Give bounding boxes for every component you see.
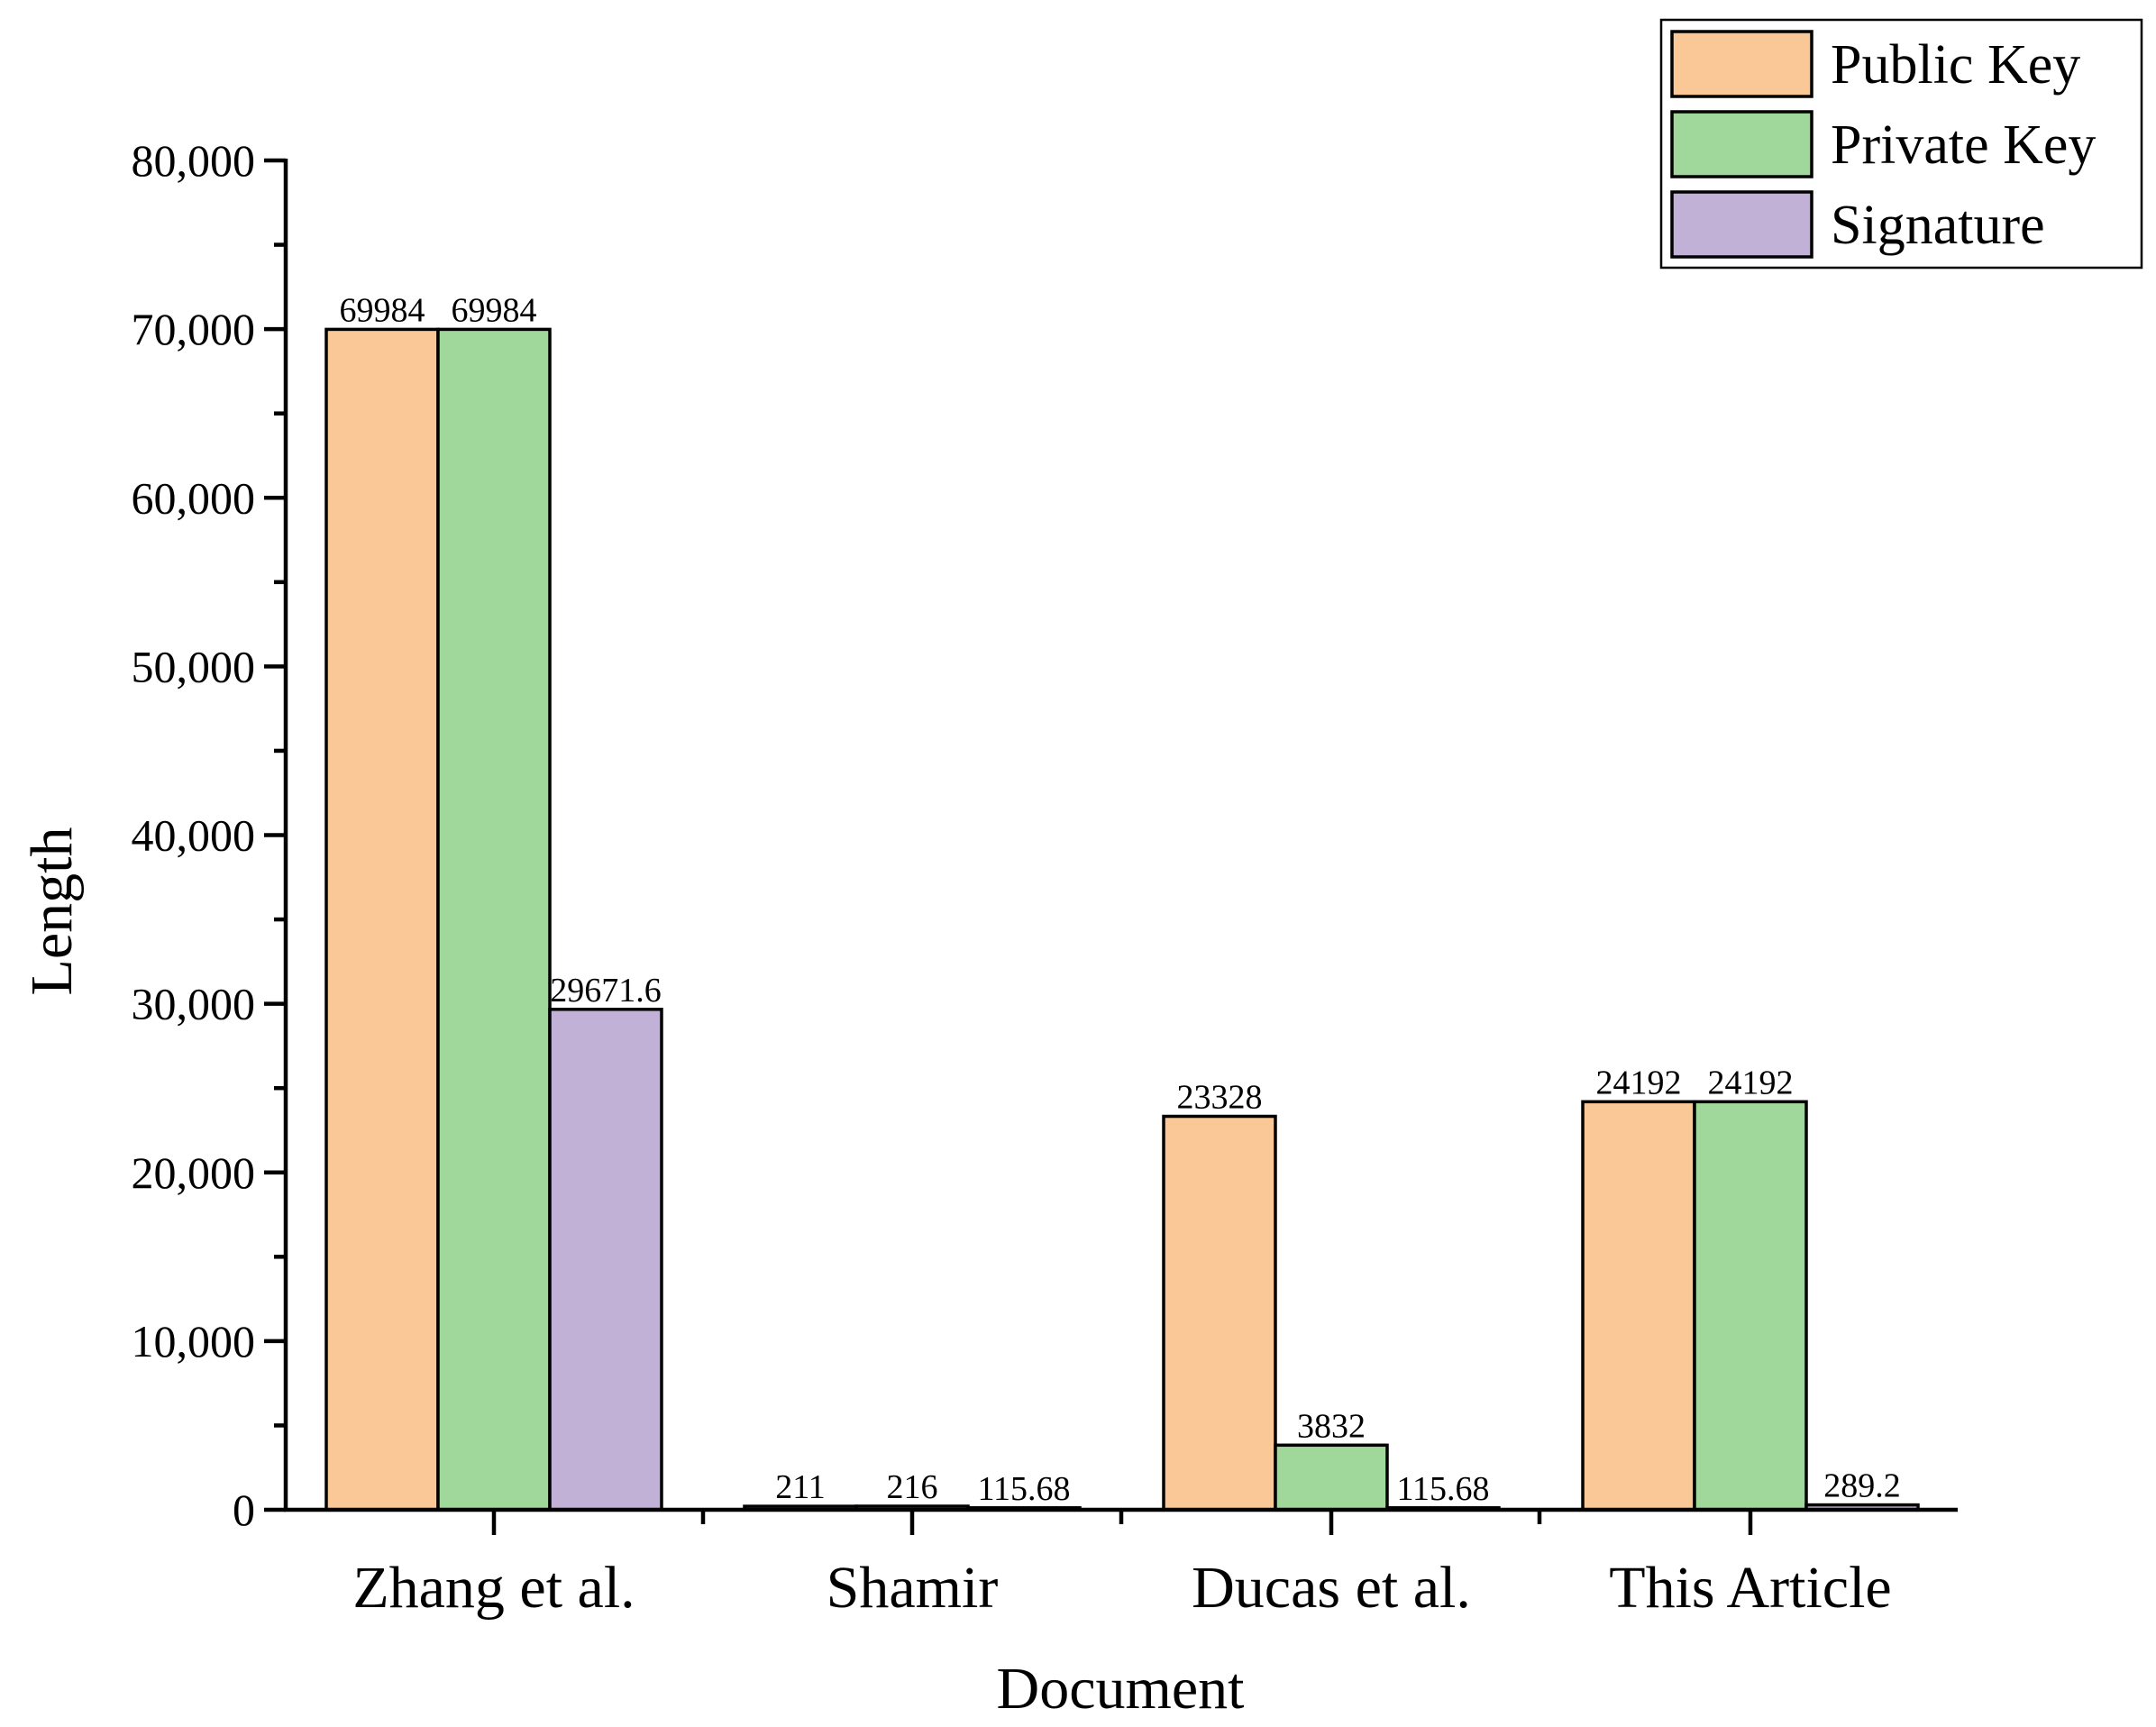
data-label-signature-0: 29671.6 xyxy=(550,972,662,1010)
x-tick-label-3: This Article xyxy=(1609,1555,1891,1621)
legend-label-private-key: Private Key xyxy=(1831,114,2096,176)
y-tick-label-40000: 40,000 xyxy=(132,810,256,861)
y-tick-label-60000: 60,000 xyxy=(132,472,256,523)
legend-swatch-private-key xyxy=(1670,110,1813,178)
data-label-signature-2: 115.68 xyxy=(1396,1470,1489,1508)
legend-items: Public Key Private Key Signature xyxy=(1670,30,2096,259)
data-label-private-key-3: 24192 xyxy=(1708,1064,1794,1101)
data-label-private-key-1: 216 xyxy=(887,1468,938,1506)
y-axis-title: Length xyxy=(19,827,85,996)
x-tick-label-0: Zhang et al. xyxy=(352,1555,635,1621)
bar-public-key-3 xyxy=(1581,1100,1696,1512)
y-tick-label-10000: 10,000 xyxy=(132,1316,256,1366)
y-tick-label-30000: 30,000 xyxy=(132,979,256,1029)
bar-private-key-2 xyxy=(1274,1443,1389,1512)
bar-signature-0 xyxy=(548,1008,663,1512)
data-label-public-key-3: 24192 xyxy=(1596,1064,1682,1101)
data-label-private-key-2: 3832 xyxy=(1297,1407,1366,1445)
data-label-public-key-0: 69984 xyxy=(340,291,425,329)
y-tick-label-50000: 50,000 xyxy=(132,641,256,691)
x-tick-label-2: Ducas et al. xyxy=(1192,1555,1471,1621)
legend: Public Key Private Key Signature xyxy=(1659,18,2143,270)
legend-swatch-signature xyxy=(1670,190,1813,259)
legend-label-public-key: Public Key xyxy=(1831,34,2080,96)
y-tick-label-80000: 80,000 xyxy=(132,135,256,186)
y-tick-label-70000: 70,000 xyxy=(132,304,256,354)
bars-layer xyxy=(324,327,1920,1512)
data-label-public-key-2: 23328 xyxy=(1177,1079,1263,1117)
x-axis-title: Document xyxy=(997,1656,1245,1722)
data-label-signature-1: 115.68 xyxy=(977,1470,1070,1508)
x-tick-label-1: Shamir xyxy=(827,1555,999,1621)
ticks-layer: 0 10,000 20,000 30,000 40,000 50,000 60,000 70,… xyxy=(132,135,1892,1621)
y-tick-label-20000: 20,000 xyxy=(132,1147,256,1198)
data-label-public-key-1: 211 xyxy=(775,1468,826,1506)
bar-public-key-0 xyxy=(324,327,440,1512)
bar-private-key-3 xyxy=(1693,1100,1808,1512)
bar-private-key-0 xyxy=(436,327,552,1512)
legend-swatch-public-key xyxy=(1670,30,1813,98)
data-label-private-key-0: 69984 xyxy=(452,291,537,329)
data-labels-layer: 69984 211 23328 24192 69984 216 3832 24192 29671… xyxy=(340,291,1901,1507)
legend-label-signature: Signature xyxy=(1831,195,2045,256)
bar-public-key-2 xyxy=(1162,1114,1277,1512)
y-tick-label-0: 0 xyxy=(233,1485,255,1535)
data-label-signature-3: 289.2 xyxy=(1823,1467,1901,1505)
